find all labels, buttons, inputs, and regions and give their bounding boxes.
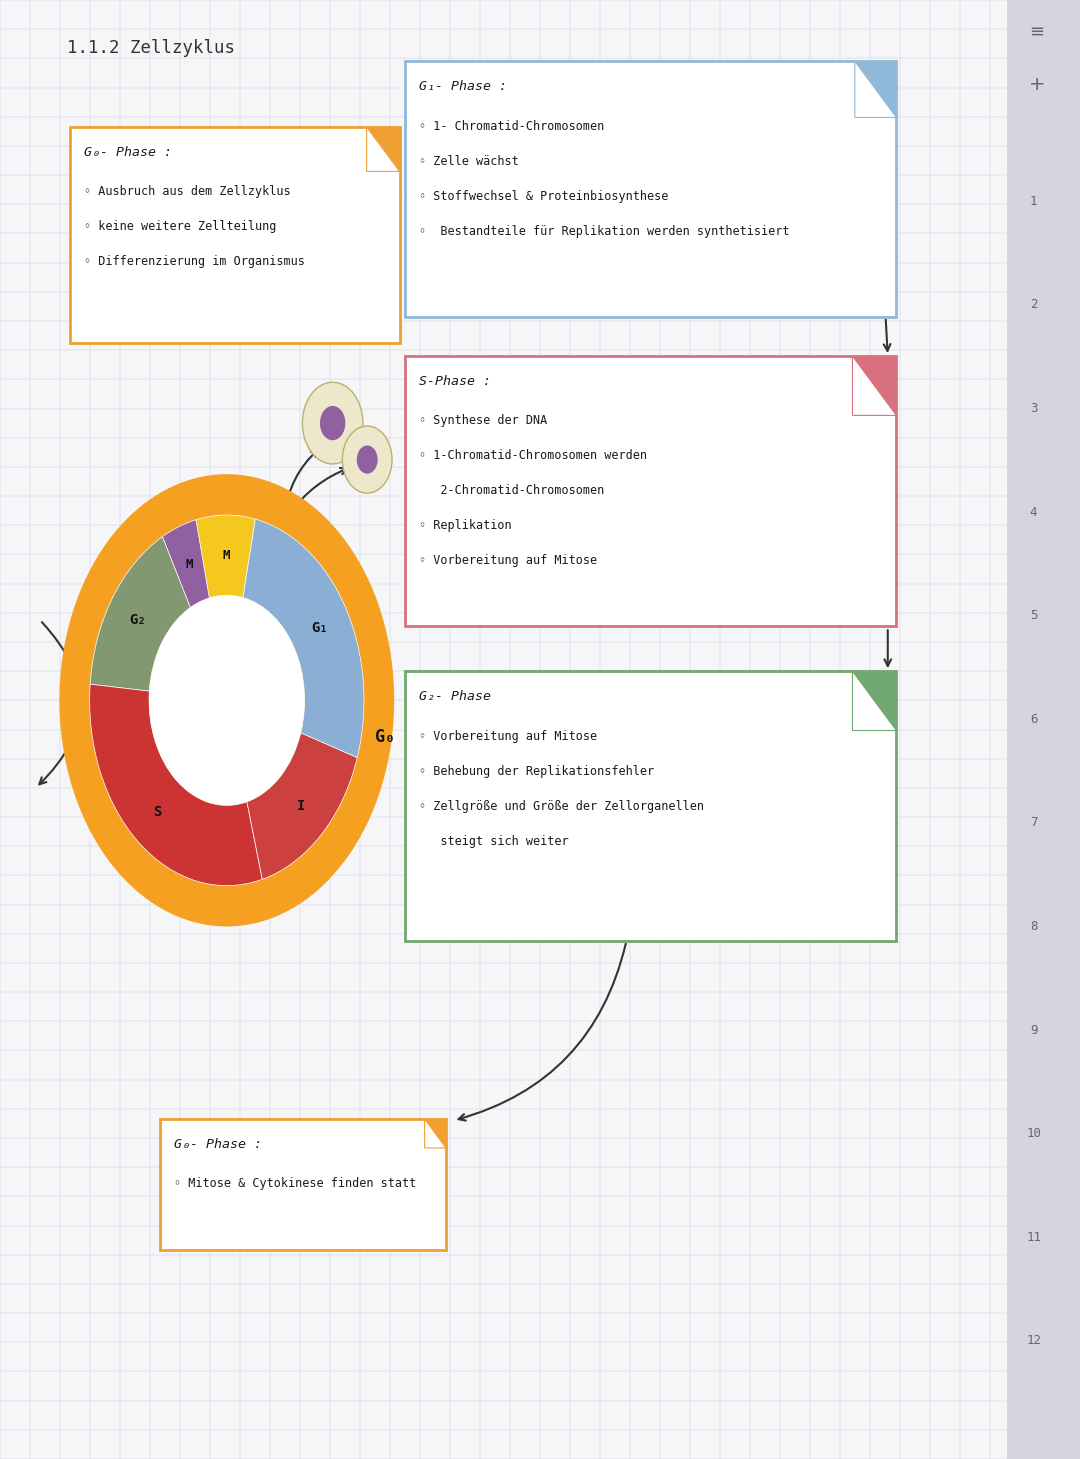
Text: G₁: G₁: [311, 620, 328, 635]
Text: ◦ Behebung der Replikationsfehler: ◦ Behebung der Replikationsfehler: [419, 765, 654, 778]
Text: M: M: [186, 557, 193, 570]
Text: S: S: [153, 804, 162, 818]
Text: 11: 11: [1026, 1231, 1041, 1243]
Text: 10: 10: [1026, 1128, 1041, 1139]
Text: ◦ Replikation: ◦ Replikation: [419, 519, 512, 533]
Text: ◦ 1- Chromatid-Chromosomen: ◦ 1- Chromatid-Chromosomen: [419, 120, 605, 133]
Wedge shape: [247, 732, 357, 880]
Polygon shape: [367, 127, 400, 172]
Circle shape: [342, 426, 392, 493]
Circle shape: [59, 474, 394, 926]
Polygon shape: [855, 61, 896, 118]
Text: S-Phase :: S-Phase :: [419, 375, 491, 388]
Wedge shape: [90, 537, 190, 692]
Wedge shape: [162, 519, 210, 607]
Polygon shape: [424, 1119, 446, 1148]
Text: G₀- Phase :: G₀- Phase :: [174, 1138, 261, 1151]
Text: 4: 4: [1030, 506, 1037, 518]
Text: 6: 6: [1030, 713, 1037, 725]
Text: 1: 1: [1030, 196, 1037, 207]
Text: steigt sich weiter: steigt sich weiter: [419, 835, 569, 848]
Polygon shape: [424, 1119, 446, 1148]
Text: 12: 12: [1026, 1335, 1041, 1347]
Text: ◦ Zelle wächst: ◦ Zelle wächst: [419, 155, 518, 168]
Bar: [405, 356, 896, 626]
Text: M: M: [222, 549, 230, 562]
Text: 5: 5: [1030, 610, 1037, 622]
Text: ◦ Stoffwechsel & Proteinbiosynthese: ◦ Stoffwechsel & Proteinbiosynthese: [419, 190, 669, 203]
Wedge shape: [243, 519, 364, 757]
Text: G₁- Phase :: G₁- Phase :: [419, 80, 507, 93]
Text: +: +: [1028, 74, 1045, 95]
Text: 2-Chromatid-Chromosomen: 2-Chromatid-Chromosomen: [419, 484, 605, 498]
Text: ≡: ≡: [1029, 23, 1044, 41]
Text: ◦ Ausbruch aus dem Zellzyklus: ◦ Ausbruch aus dem Zellzyklus: [84, 185, 291, 198]
Text: 3: 3: [1030, 403, 1037, 414]
Text: G₂- Phase: G₂- Phase: [419, 690, 491, 703]
Text: G₀- Phase :: G₀- Phase :: [84, 146, 172, 159]
Text: 7: 7: [1030, 817, 1037, 829]
Bar: [160, 1119, 446, 1250]
Text: 9: 9: [1030, 1024, 1037, 1036]
Bar: [70, 127, 400, 343]
Text: G₂: G₂: [129, 613, 146, 627]
Wedge shape: [195, 515, 255, 598]
Polygon shape: [852, 671, 896, 731]
Text: I: I: [297, 798, 305, 813]
Polygon shape: [852, 356, 896, 416]
Text: ◦  Bestandteile für Replikation werden synthetisiert: ◦ Bestandteile für Replikation werden sy…: [419, 225, 789, 238]
Circle shape: [302, 382, 363, 464]
Text: ◦ Differenzierung im Organismus: ◦ Differenzierung im Organismus: [84, 255, 306, 268]
Circle shape: [149, 595, 305, 805]
Polygon shape: [855, 61, 896, 118]
Text: ◦ Mitose & Cytokinese finden statt: ◦ Mitose & Cytokinese finden statt: [174, 1177, 416, 1191]
Text: ◦ 1-Chromatid-Chromosomen werden: ◦ 1-Chromatid-Chromosomen werden: [419, 449, 647, 463]
Bar: [405, 61, 896, 317]
Circle shape: [320, 406, 346, 441]
Bar: [1007, 0, 1080, 1459]
Text: G₀: G₀: [375, 728, 395, 746]
Polygon shape: [367, 127, 400, 172]
Polygon shape: [852, 671, 896, 731]
Text: ◦ Vorbereitung auf Mitose: ◦ Vorbereitung auf Mitose: [419, 554, 597, 568]
Text: ◦ Zellgröße und Größe der Zellorganellen: ◦ Zellgröße und Größe der Zellorganellen: [419, 800, 704, 813]
Text: ◦ Vorbereitung auf Mitose: ◦ Vorbereitung auf Mitose: [419, 730, 597, 743]
Text: ◦ keine weitere Zellteilung: ◦ keine weitere Zellteilung: [84, 220, 276, 233]
Wedge shape: [90, 684, 262, 886]
Text: ◦ Synthese der DNA: ◦ Synthese der DNA: [419, 414, 548, 427]
Polygon shape: [852, 356, 896, 416]
Text: 2: 2: [1030, 299, 1037, 311]
Text: 8: 8: [1030, 921, 1037, 932]
Text: 1.1.2 Zellzyklus: 1.1.2 Zellzyklus: [67, 39, 235, 57]
Circle shape: [356, 445, 378, 474]
Bar: [405, 671, 896, 941]
